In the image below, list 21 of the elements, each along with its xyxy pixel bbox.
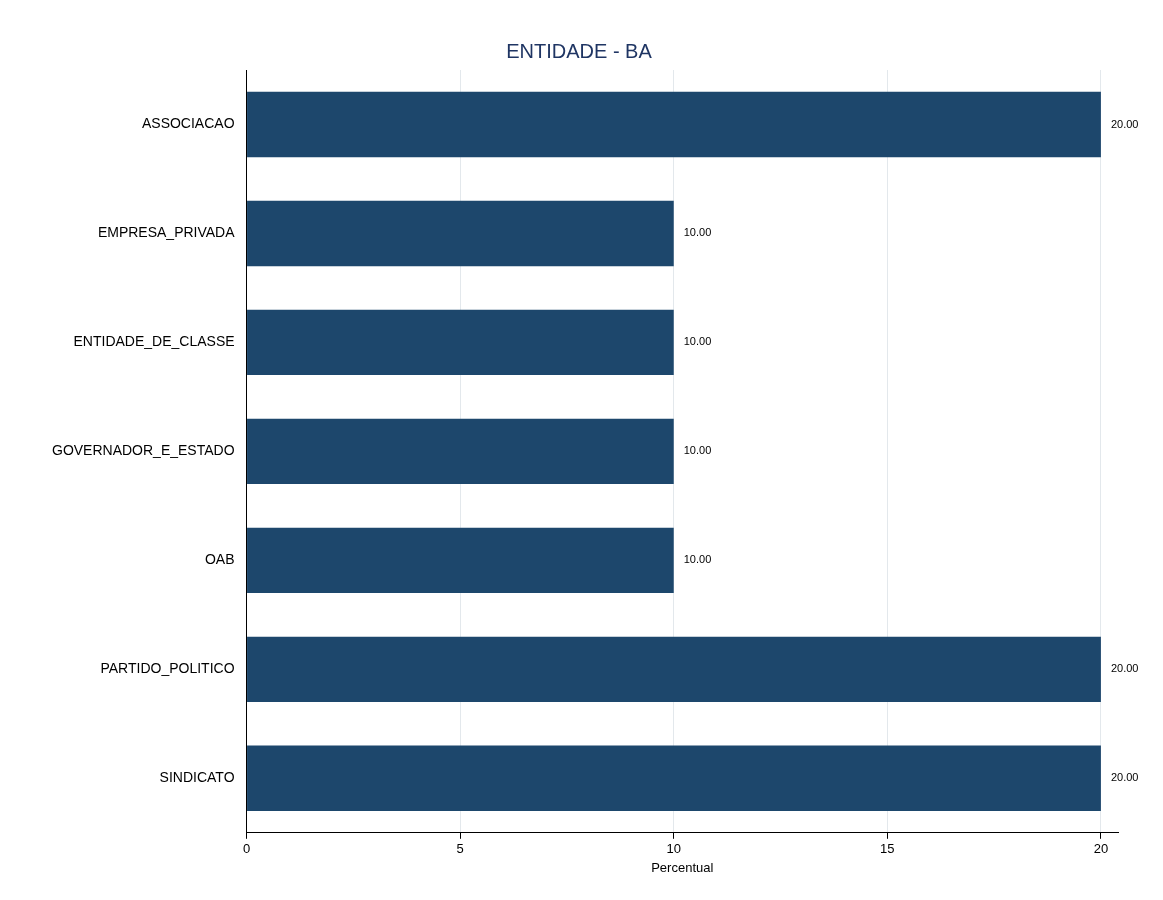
data-label: 20.00	[1110, 117, 1139, 130]
data-label: 10.00	[683, 444, 712, 457]
x-tick-label: 20	[1093, 841, 1109, 857]
x-tick-label: 0	[242, 841, 251, 857]
chart-title: ENTIDADE - BA	[506, 39, 653, 62]
y-tick-label: ENTIDADE_DE_CLASSE	[73, 333, 235, 350]
y-tick-label: GOVERNADOR_E_ESTADO	[52, 442, 235, 459]
y-tick-label: PARTIDO_POLITICO	[100, 660, 235, 677]
x-axis-title: Percentual	[651, 859, 714, 875]
y-tick-label: SINDICATO	[159, 769, 235, 786]
y-tick-label: EMPRESA_PRIVADA	[97, 224, 236, 241]
x-tick-label: 10	[666, 841, 681, 857]
y-tick-label: OAB	[204, 551, 235, 568]
y-tick-label: ASSOCIACAO	[141, 115, 235, 132]
data-label: 20.00	[1110, 662, 1139, 675]
data-label: 10.00	[683, 335, 712, 348]
data-label: 10.00	[683, 226, 712, 239]
data-label: 20.00	[1110, 771, 1139, 784]
x-tick-label: 5	[456, 841, 464, 857]
data-label: 10.00	[683, 553, 712, 566]
x-tick-label: 15	[880, 841, 895, 857]
